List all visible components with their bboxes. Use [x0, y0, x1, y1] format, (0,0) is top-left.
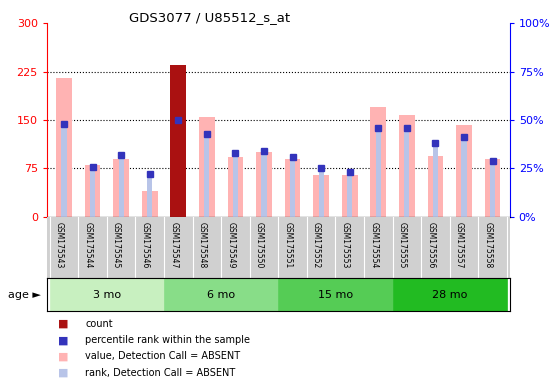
- Text: GSM175558: GSM175558: [484, 222, 493, 268]
- Bar: [261, 151, 267, 217]
- Text: count: count: [85, 319, 113, 329]
- Bar: [342, 175, 358, 217]
- Bar: [376, 128, 381, 217]
- Bar: [318, 169, 323, 217]
- Bar: [199, 117, 215, 217]
- Bar: [90, 167, 95, 217]
- Bar: [204, 134, 209, 217]
- Bar: [456, 124, 472, 217]
- Text: GSM175549: GSM175549: [226, 222, 235, 268]
- Bar: [56, 78, 72, 217]
- Bar: [290, 156, 295, 217]
- Text: ■: ■: [58, 335, 68, 345]
- Bar: [278, 278, 392, 311]
- Bar: [164, 278, 278, 311]
- Bar: [485, 159, 500, 217]
- Bar: [228, 157, 243, 217]
- Bar: [142, 191, 158, 217]
- Text: GSM175557: GSM175557: [455, 222, 464, 268]
- Bar: [370, 107, 386, 217]
- Text: 28 mo: 28 mo: [432, 290, 467, 300]
- Text: GSM175543: GSM175543: [55, 222, 64, 268]
- Text: GSM175547: GSM175547: [169, 222, 179, 268]
- Text: ■: ■: [58, 319, 68, 329]
- Text: GSM175548: GSM175548: [198, 222, 207, 268]
- Text: 15 mo: 15 mo: [318, 290, 353, 300]
- Text: age ►: age ►: [8, 290, 41, 300]
- Bar: [50, 278, 164, 311]
- Bar: [428, 156, 443, 217]
- Text: GSM175554: GSM175554: [369, 222, 378, 268]
- Bar: [170, 65, 186, 217]
- Text: 6 mo: 6 mo: [207, 290, 235, 300]
- Text: percentile rank within the sample: percentile rank within the sample: [85, 335, 250, 345]
- Text: GSM175551: GSM175551: [284, 222, 293, 268]
- Text: GSM175555: GSM175555: [398, 222, 407, 268]
- Text: value, Detection Call = ABSENT: value, Detection Call = ABSENT: [85, 351, 241, 361]
- Bar: [461, 138, 467, 217]
- Bar: [433, 142, 438, 217]
- Bar: [114, 159, 129, 217]
- Bar: [490, 160, 495, 217]
- Text: 3 mo: 3 mo: [93, 290, 121, 300]
- Text: GSM175553: GSM175553: [341, 222, 350, 268]
- Text: rank, Detection Call = ABSENT: rank, Detection Call = ABSENT: [85, 367, 236, 377]
- Text: GSM175550: GSM175550: [255, 222, 264, 268]
- Bar: [85, 165, 100, 217]
- Bar: [347, 172, 352, 217]
- Text: GDS3077 / U85512_s_at: GDS3077 / U85512_s_at: [129, 12, 290, 25]
- Text: ■: ■: [58, 351, 68, 361]
- Text: GSM175552: GSM175552: [312, 222, 321, 268]
- Bar: [61, 123, 67, 217]
- Text: GSM175556: GSM175556: [426, 222, 435, 268]
- Bar: [233, 152, 238, 217]
- Bar: [399, 115, 415, 217]
- Text: GSM175546: GSM175546: [141, 222, 150, 268]
- Bar: [118, 154, 123, 217]
- Bar: [314, 175, 329, 217]
- Bar: [392, 278, 507, 311]
- Text: GSM175544: GSM175544: [84, 222, 93, 268]
- Bar: [147, 173, 152, 217]
- Text: ■: ■: [58, 367, 68, 377]
- Bar: [285, 159, 300, 217]
- Text: GSM175545: GSM175545: [112, 222, 121, 268]
- Bar: [256, 152, 272, 217]
- Bar: [404, 128, 409, 217]
